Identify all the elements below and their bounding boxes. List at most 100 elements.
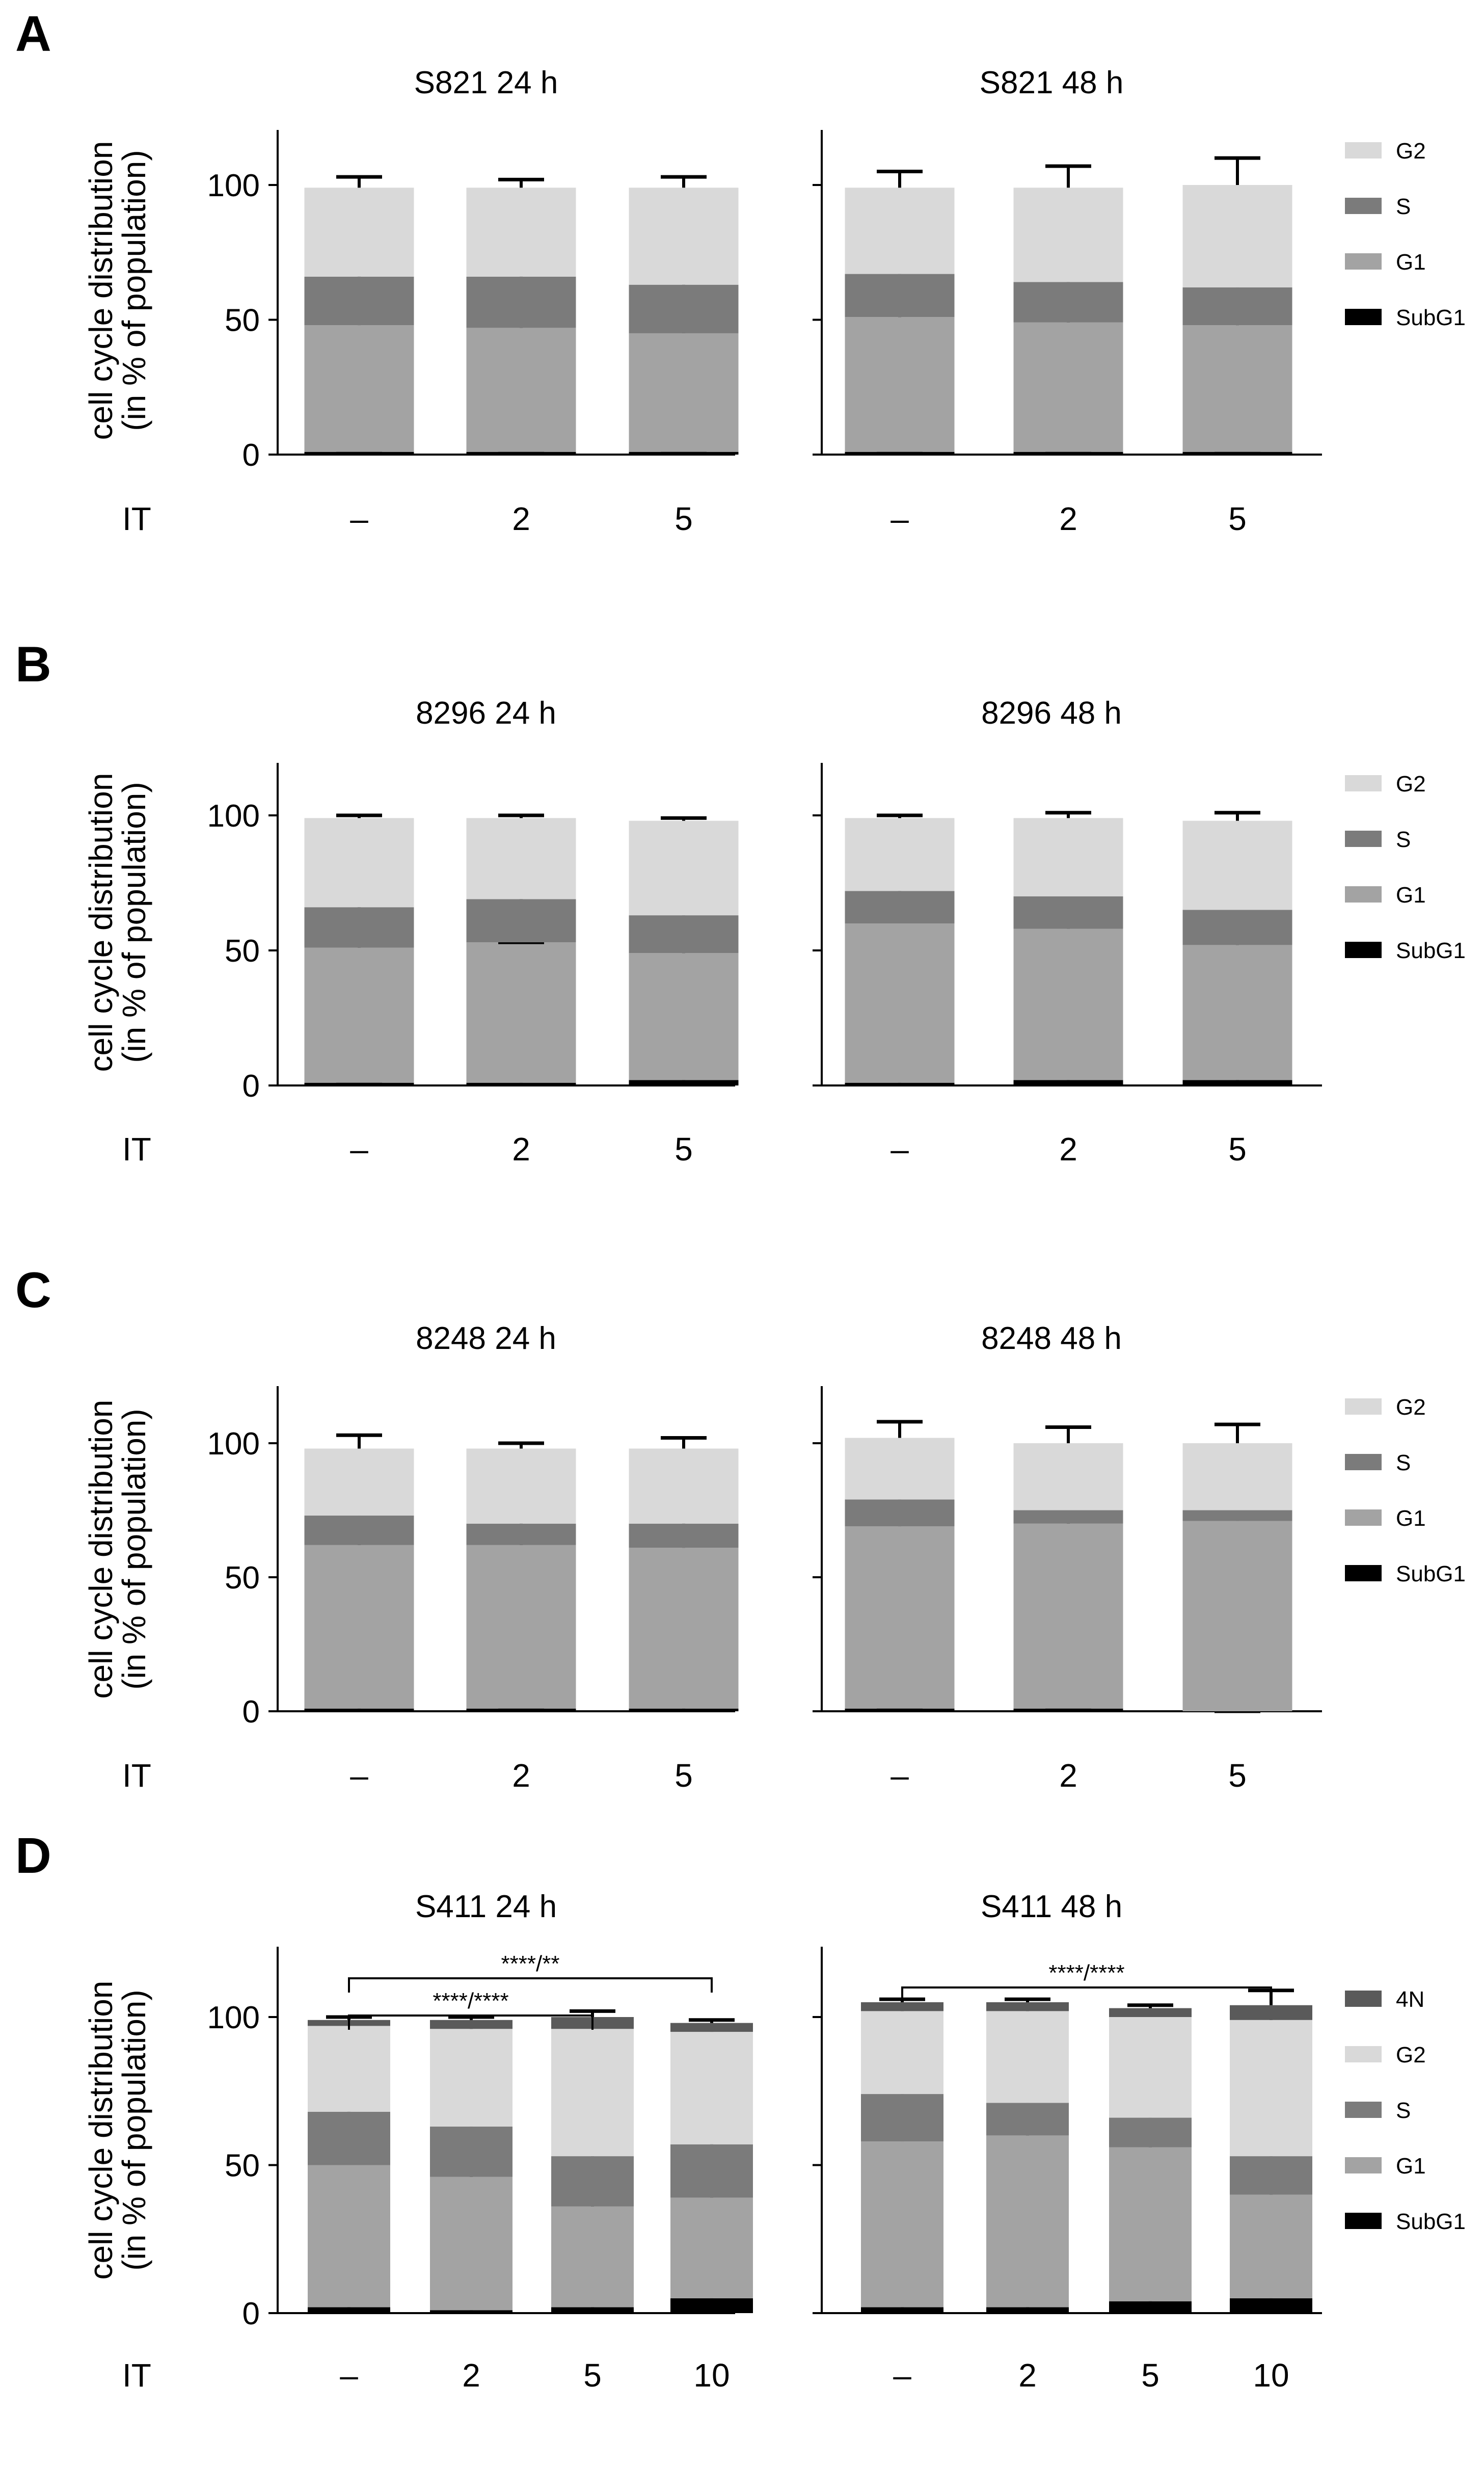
x-tick-label: 2	[1059, 500, 1077, 537]
legend-label-s: S	[1396, 1450, 1411, 1475]
y-axis-label-line1: cell cycle distribution	[83, 773, 119, 1072]
y-tick-label: 0	[242, 1694, 260, 1730]
bar-4n-2	[986, 2002, 1069, 2011]
bar-g1-1	[845, 317, 955, 452]
significance-bracket	[348, 2014, 593, 2030]
y-tick-label: 0	[242, 2296, 260, 2331]
bar-s-2	[430, 2126, 512, 2177]
bar-g1-2	[466, 328, 576, 452]
bar-g1-4	[670, 2197, 753, 2298]
x-tick-label: 5	[674, 1131, 693, 1168]
subplot-C-2: 8248 48 h – 2 5	[813, 1321, 1322, 1794]
legend-swatch-g1	[1345, 1509, 1382, 1526]
panel-letter: B	[15, 636, 51, 692]
bar-4n-1	[861, 2002, 943, 2011]
subplot-title: S411 24 h	[415, 1889, 557, 1924]
legend-label-g2: G2	[1396, 1395, 1426, 1420]
treatment-label: IT	[122, 500, 151, 537]
y-axis-label: cell cycle distribution	[83, 1400, 119, 1699]
bar-s-4	[1230, 2156, 1312, 2195]
x-tick-label: 5	[674, 500, 693, 537]
legend-label-s: S	[1396, 2098, 1411, 2123]
bar-g1-3	[1109, 2147, 1192, 2301]
x-tick-label: 2	[1059, 1757, 1077, 1794]
x-tick-label: 10	[1253, 2357, 1289, 2394]
subplot-A-2: S821 48 h – 2 5	[813, 65, 1322, 537]
bar-subg1-4	[670, 2298, 753, 2313]
bar-g1-3	[1182, 325, 1292, 452]
y-axis-label-2: (in % of population)	[116, 150, 152, 431]
y-tick-label: 50	[225, 2149, 260, 2184]
x-tick-label: –	[340, 2357, 358, 2394]
y-axis-label-line2: (in % of population)	[116, 1409, 152, 1689]
bar-subg1-2	[466, 1082, 576, 1085]
bar-g2-3	[629, 820, 739, 916]
x-tick-label: 5	[1228, 1131, 1247, 1168]
bar-4n-2	[430, 2020, 512, 2029]
bar-subg1-4	[1230, 2298, 1312, 2313]
bar-s-2	[1013, 1510, 1123, 1524]
legend-label-g2: G2	[1396, 772, 1426, 797]
bar-g2-1	[308, 2026, 390, 2112]
x-tick-label: 2	[1018, 2357, 1037, 2394]
bar-s-1	[308, 2111, 390, 2165]
bar-s-3	[1182, 287, 1292, 326]
significance-label: ****/**	[501, 1951, 560, 1976]
legend-swatch-subg1	[1345, 2213, 1382, 2229]
subplot-title: 8248 24 h	[416, 1321, 556, 1356]
subplot-D-2: S411 48 h – 2 5 10 ****/****	[813, 1889, 1322, 2394]
x-tick-label: –	[350, 1131, 368, 1168]
bar-g1-2	[466, 1545, 576, 1709]
bar-g2-1	[304, 818, 414, 908]
y-tick-label: 100	[207, 1426, 260, 1462]
bar-s-2	[1013, 282, 1123, 323]
bar-s-1	[304, 1516, 414, 1545]
y-axis-label: cell cycle distribution	[83, 141, 119, 440]
y-tick-label: 50	[225, 303, 260, 338]
y-axis-label-2: (in % of population)	[116, 782, 152, 1063]
bar-subg1-3	[1182, 1080, 1292, 1085]
bar-subg1-3	[551, 2307, 634, 2313]
legend-swatch-subg1	[1345, 309, 1382, 325]
bar-g2-2	[466, 818, 576, 899]
x-tick-label: 5	[1228, 1757, 1247, 1794]
x-tick-label: –	[350, 500, 368, 537]
y-axis-label: cell cycle distribution	[83, 773, 119, 1072]
bar-s-2	[986, 2103, 1069, 2136]
legend-label-g1: G1	[1396, 1506, 1426, 1531]
bar-s-1	[304, 907, 414, 948]
bar-subg1-2	[986, 2307, 1069, 2313]
panel-letter: C	[15, 1262, 51, 1318]
legend: G2 S G1 SubG1	[1345, 1395, 1466, 1586]
x-tick-label: 2	[462, 2357, 480, 2394]
legend-swatch-4n	[1345, 1991, 1382, 2007]
bar-g1-2	[1013, 929, 1123, 1080]
bar-g2-3	[1109, 2017, 1192, 2118]
legend-swatch-s	[1345, 198, 1382, 214]
bar-g2-4	[1230, 2020, 1312, 2157]
subplot-title: 8296 24 h	[416, 696, 556, 731]
bar-g1-4	[1230, 2194, 1312, 2298]
bar-subg1-1	[304, 1708, 414, 1711]
panel-letter: D	[15, 1827, 51, 1884]
y-axis-label-line1: cell cycle distribution	[83, 1981, 119, 2280]
subplot-title: 8296 48 h	[981, 696, 1122, 731]
subplot-title: S411 48 h	[981, 1889, 1122, 1924]
bar-subg1-3	[629, 1080, 739, 1085]
legend-swatch-g2	[1345, 1398, 1382, 1415]
bar-s-2	[466, 276, 576, 328]
bar-g1-2	[430, 2177, 512, 2311]
legend-label-subg1: SubG1	[1396, 1561, 1466, 1586]
x-tick-label: 10	[693, 2357, 730, 2394]
bar-g2-3	[1182, 185, 1292, 288]
bar-4n-4	[1230, 2005, 1312, 2020]
legend-label-4n: 4N	[1396, 1987, 1424, 2012]
bar-4n-3	[1109, 2008, 1192, 2017]
bar-g2-1	[304, 188, 414, 277]
subplot-C-1: 8248 24 h 0 50 100 – 2 5	[207, 1321, 739, 1794]
y-axis-label-line2: (in % of population)	[116, 782, 152, 1063]
bar-g2-3	[1182, 820, 1292, 910]
